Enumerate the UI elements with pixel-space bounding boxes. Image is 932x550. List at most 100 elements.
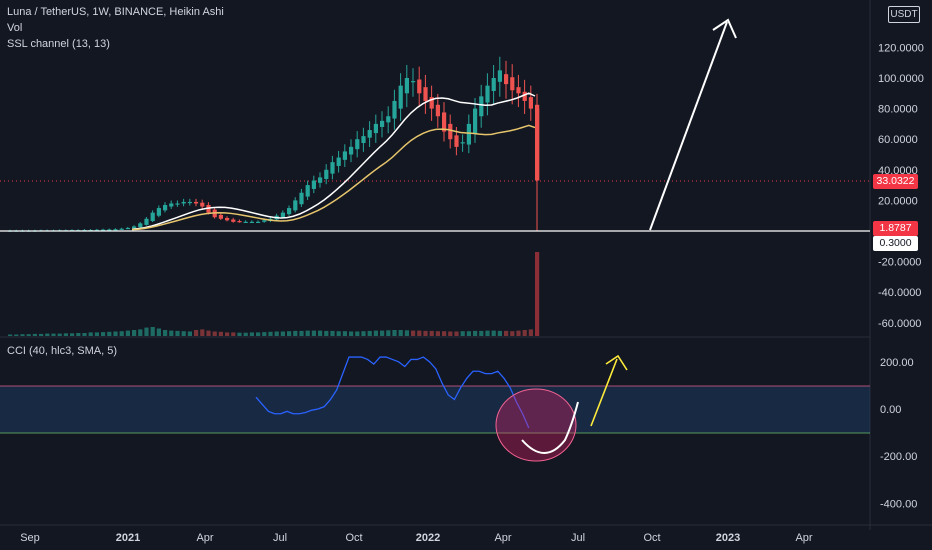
volume-bar bbox=[218, 331, 223, 336]
pink-circle-annotation[interactable] bbox=[495, 388, 577, 462]
volume-bar bbox=[435, 331, 440, 336]
cci-axis-label: 200.00 bbox=[880, 357, 914, 369]
candle-body bbox=[355, 139, 360, 150]
volume-bar bbox=[249, 332, 254, 336]
candle-body bbox=[510, 77, 515, 91]
cci-band bbox=[0, 386, 870, 433]
candle-body bbox=[454, 135, 459, 147]
volume-bar bbox=[392, 330, 397, 336]
volume-bar bbox=[516, 330, 521, 336]
volume-bar bbox=[107, 331, 112, 336]
candle-body bbox=[287, 208, 292, 215]
ssl-upper-line bbox=[131, 92, 536, 230]
time-axis-label: 2022 bbox=[416, 532, 440, 544]
candle-body bbox=[386, 116, 391, 123]
volume-bar bbox=[150, 327, 155, 336]
volume-bar bbox=[454, 331, 459, 336]
volume-bar bbox=[355, 331, 360, 336]
volume-bar bbox=[268, 331, 273, 336]
volume-bar bbox=[287, 331, 292, 336]
volume-bar bbox=[386, 330, 391, 336]
volume-bar bbox=[423, 330, 428, 336]
candle-body bbox=[522, 91, 527, 101]
candle-body bbox=[479, 96, 484, 117]
candle-body bbox=[218, 214, 223, 219]
candle-body bbox=[330, 162, 335, 174]
volume-bars bbox=[8, 252, 540, 336]
volume-bar bbox=[256, 332, 261, 336]
volume-bar bbox=[417, 330, 422, 336]
price-axis-label: 60.0000 bbox=[878, 134, 918, 146]
volume-bar bbox=[119, 331, 124, 336]
volume-bar bbox=[113, 331, 118, 336]
ssl-legend: SSL channel (13, 13) bbox=[7, 38, 110, 50]
candle-body bbox=[138, 223, 143, 228]
volume-bar bbox=[448, 331, 453, 336]
volume-bar bbox=[497, 330, 502, 336]
time-axis-ticks: Sep 2021 Apr Jul Oct 2022 Apr Jul Oct 2023 Apr bbox=[20, 532, 813, 544]
volume-bar bbox=[101, 332, 106, 336]
candle-body bbox=[311, 180, 316, 189]
volume-bar bbox=[194, 330, 199, 336]
volume-bar bbox=[460, 331, 465, 336]
volume-bar bbox=[404, 330, 409, 336]
candle-body bbox=[392, 100, 397, 119]
volume-bar bbox=[181, 331, 186, 336]
volume-bar bbox=[411, 330, 416, 336]
candle-body bbox=[113, 229, 118, 231]
volume-bar bbox=[466, 331, 471, 336]
yellow-arrow-annotation[interactable] bbox=[590, 354, 628, 427]
candle-body bbox=[398, 85, 403, 109]
time-axis-label: Jul bbox=[571, 532, 585, 544]
volume-bar bbox=[163, 330, 168, 336]
symbol-legend: Luna / TetherUS, 1W, BINANCE, Heikin Ash… bbox=[7, 6, 224, 18]
price-axis-label: 20.0000 bbox=[878, 195, 918, 207]
time-axis-label: Jul bbox=[273, 532, 287, 544]
volume-bar bbox=[200, 329, 205, 336]
candle-body bbox=[417, 79, 422, 94]
candle-body bbox=[324, 169, 329, 179]
candle-body bbox=[318, 177, 323, 183]
price-axis-label: 40.0000 bbox=[878, 165, 918, 177]
candle-body bbox=[225, 217, 230, 221]
candles bbox=[8, 56, 540, 232]
price-axis-label: -60.0000 bbox=[878, 318, 921, 330]
volume-bar bbox=[373, 330, 378, 336]
price-axis-label: -40.0000 bbox=[878, 287, 921, 299]
volume-bar bbox=[280, 331, 285, 336]
volume-bar bbox=[429, 330, 434, 336]
price-axis-ticks: 120.0000 100.0000 80.0000 60.0000 40.0000 20.… bbox=[878, 42, 924, 510]
white-arrow-annotation[interactable] bbox=[649, 18, 737, 231]
time-axis-label: Apr bbox=[196, 532, 213, 544]
volume-bar bbox=[212, 331, 217, 336]
volume-bar bbox=[349, 331, 354, 336]
volume-bar bbox=[175, 330, 180, 336]
candle-body bbox=[342, 151, 347, 160]
candle-body bbox=[94, 229, 99, 231]
volume-bar bbox=[45, 333, 50, 336]
volume-bar bbox=[398, 330, 403, 336]
candle-body bbox=[528, 97, 533, 109]
volume-bar bbox=[169, 330, 174, 336]
volume-bar bbox=[63, 333, 68, 336]
candle-body bbox=[200, 202, 205, 207]
volume-bar bbox=[342, 331, 347, 336]
volume-bar bbox=[305, 330, 310, 336]
candle-body bbox=[119, 228, 124, 230]
candle-body bbox=[491, 78, 496, 92]
volume-bar bbox=[311, 330, 316, 336]
time-axis-label: Sep bbox=[20, 532, 40, 544]
last-price-tag: 33.0322 bbox=[873, 174, 918, 189]
candle-body bbox=[460, 142, 465, 144]
volume-bar bbox=[367, 330, 372, 336]
candle-body bbox=[367, 130, 372, 138]
currency-badge[interactable]: USDT bbox=[888, 6, 920, 23]
white-smile-annotation[interactable] bbox=[521, 401, 579, 454]
candle-body bbox=[132, 226, 137, 229]
cci-axis-label: 0.00 bbox=[880, 404, 901, 416]
low-price-tag: 1.8787 bbox=[873, 221, 918, 236]
candle-body bbox=[156, 208, 161, 216]
candle-body bbox=[380, 120, 385, 127]
candle-body bbox=[237, 221, 242, 223]
